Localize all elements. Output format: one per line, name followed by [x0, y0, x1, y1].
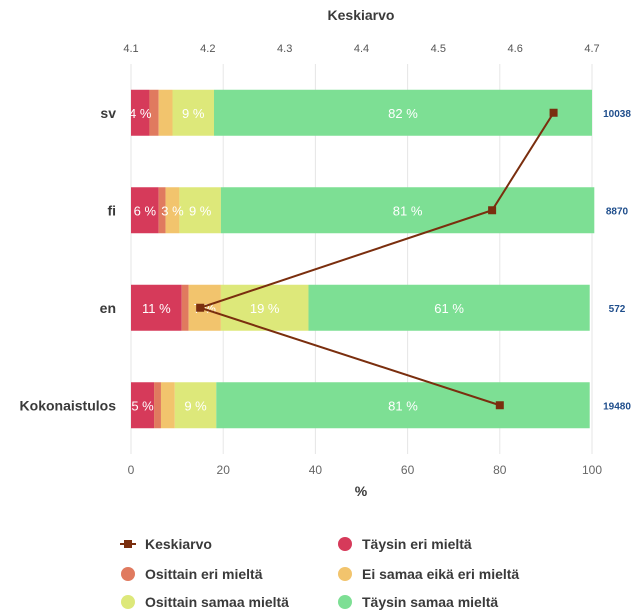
- bar-segment: [308, 284, 590, 331]
- count-label: 19480: [603, 401, 631, 412]
- category-label: fi: [107, 202, 116, 218]
- category-label: Kokonaistulos: [20, 397, 117, 413]
- x-tick-label: 40: [309, 463, 323, 477]
- top-tick-label: 4.6: [508, 43, 523, 55]
- segment-label: 9 %: [189, 203, 212, 218]
- count-label: 10038: [603, 109, 631, 120]
- bar-segment: [181, 284, 189, 331]
- x-axis-title: %: [355, 483, 368, 499]
- top-tick-label: 4.7: [584, 43, 599, 55]
- x-tick-label: 100: [582, 463, 602, 477]
- keskiarvo-marker: [549, 108, 558, 117]
- segment-label: 4 %: [129, 106, 152, 121]
- top-axis-ticks: 4.1 4.2 4.3 4.4 4.5 4.6 4.7: [123, 43, 599, 55]
- legend-circle-symbol: [121, 567, 135, 581]
- legend-label: Keskiarvo: [145, 536, 212, 552]
- keskiarvo-line: [196, 108, 558, 410]
- bar-segment: [154, 382, 161, 429]
- bar-segment: [131, 89, 150, 136]
- segment-label: 81 %: [388, 398, 418, 413]
- legend-circle-symbol: [338, 595, 352, 609]
- segment-labels: 4 % 9 % 82 %6 % 3 % 9 % 81 %11 % 7 % 19 % 61 %5 …: [129, 106, 464, 414]
- legend-label: Osittain eri mieltä: [145, 566, 263, 582]
- bar-segment: [158, 89, 173, 136]
- keskiarvo-marker: [495, 401, 504, 410]
- category-label: en: [100, 300, 116, 316]
- bar-segment: [149, 89, 159, 136]
- legend: Keskiarvo Täysin eri mieltä Osittain eri m…: [120, 536, 519, 610]
- legend-label: Osittain samaa mieltä: [145, 594, 289, 610]
- segment-label: 11 %: [142, 301, 171, 316]
- bar-segment: [179, 187, 221, 234]
- x-tick-label: 60: [401, 463, 415, 477]
- x-tick-label: 0: [128, 463, 135, 477]
- count-label: 572: [609, 304, 626, 315]
- segment-label: 81 %: [393, 203, 423, 218]
- count-label: 8870: [606, 206, 629, 217]
- bar-segment: [188, 284, 221, 331]
- legend-label: Ei samaa eikä eri mieltä: [362, 566, 519, 582]
- bar-segment: [131, 187, 159, 234]
- legend-circle-symbol: [121, 595, 135, 609]
- bar-segment: [172, 89, 214, 136]
- count-labels: 10038 8870 572 19480: [603, 109, 631, 413]
- legend-circle-symbol: [338, 567, 352, 581]
- top-tick-label: 4.2: [200, 43, 215, 55]
- bar-segment: [220, 187, 595, 234]
- bar-segment: [158, 187, 166, 234]
- bar-segment: [160, 382, 175, 429]
- legend-label: Täysin eri mieltä: [362, 536, 472, 552]
- top-tick-label: 4.5: [431, 43, 446, 55]
- keskiarvo-marker: [196, 303, 205, 312]
- bottom-axis-ticks: 0 20 40 60 80 100: [128, 463, 603, 477]
- x-tick-label: 20: [217, 463, 231, 477]
- top-tick-label: 4.4: [354, 43, 369, 55]
- segment-label: 9 %: [182, 106, 205, 121]
- category-labels: sv fi en Kokonaistulos: [20, 105, 117, 414]
- keskiarvo-marker: [488, 206, 497, 215]
- bar-segment: [220, 284, 309, 331]
- segment-label: 5 %: [131, 398, 154, 413]
- bar-segment: [165, 187, 180, 234]
- legend-marker-symbol: [124, 540, 132, 548]
- top-axis-title: Keskiarvo: [328, 7, 395, 23]
- segment-label: 19 %: [250, 301, 280, 316]
- legend-label: Täysin samaa mieltä: [362, 594, 498, 610]
- bar-segment: [131, 382, 155, 429]
- keskiarvo-line-path: [196, 112, 555, 407]
- top-tick-label: 4.1: [123, 43, 138, 55]
- segment-label: 82 %: [388, 106, 418, 121]
- category-label: sv: [100, 105, 116, 121]
- segment-label: 61 %: [434, 301, 464, 316]
- bar-segment: [216, 382, 590, 429]
- top-tick-label: 4.3: [277, 43, 292, 55]
- legend-circle-symbol: [338, 537, 352, 551]
- bar-segment: [131, 284, 182, 331]
- bar-segment: [213, 89, 593, 136]
- segment-label: 9 %: [184, 398, 207, 413]
- segment-label: 6 %: [134, 203, 157, 218]
- bar-segments: [131, 89, 595, 429]
- segment-label: 3 %: [161, 203, 184, 218]
- x-tick-label: 80: [493, 463, 507, 477]
- bar-segment: [174, 382, 217, 429]
